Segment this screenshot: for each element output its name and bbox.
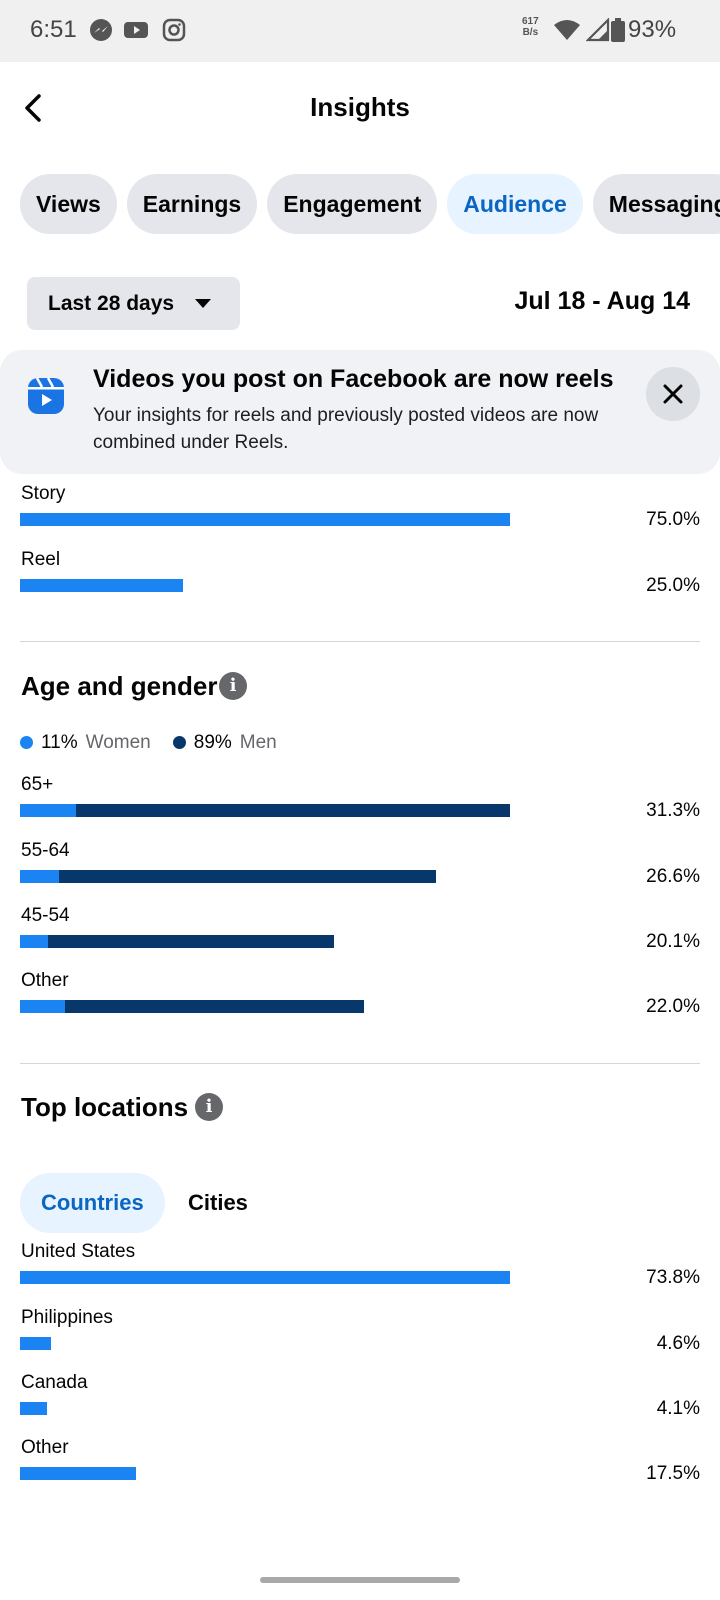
bar-fill — [20, 1337, 51, 1350]
tab-views[interactable]: Views — [20, 174, 117, 234]
reels-banner: Videos you post on Facebook are now reel… — [0, 350, 720, 474]
women-pct: 11% — [41, 732, 78, 753]
men-dot-icon — [172, 736, 186, 750]
wifi-icon — [554, 20, 580, 40]
bar-value: 17.5% — [646, 1463, 700, 1484]
bar-label: Story — [21, 483, 66, 504]
youtube-icon — [124, 22, 148, 38]
tab-countries[interactable]: Countries — [20, 1173, 165, 1233]
home-indicator[interactable] — [260, 1577, 460, 1583]
back-button[interactable] — [16, 84, 52, 132]
men-bar — [59, 870, 436, 883]
location-row-philippines: Philippines 4.6% — [20, 1307, 700, 1367]
women-bar — [20, 1000, 65, 1013]
messenger-icon — [90, 19, 112, 41]
bar-fill — [20, 579, 183, 592]
instagram-icon — [162, 18, 186, 42]
bar-label: 65+ — [21, 774, 54, 795]
caret-down-icon — [195, 299, 211, 308]
tab-engagement[interactable]: Engagement — [267, 174, 438, 234]
women-bar — [20, 870, 59, 883]
tab-messaging[interactable]: Messaging — [592, 174, 720, 234]
women-bar — [20, 935, 48, 948]
age-row-65-plus: 65+ 31.3% — [20, 774, 700, 834]
bar-fill — [20, 1402, 47, 1415]
women-label: Women — [85, 732, 151, 753]
women-dot-icon — [20, 736, 33, 750]
status-bar: 6:51 617 B/s 93% — [0, 0, 720, 62]
bar-value: 4.1% — [656, 1398, 700, 1419]
tab-earnings[interactable]: Earnings — [126, 174, 258, 234]
date-range-text: Jul 18 - Aug 14 — [514, 287, 690, 315]
network-speed: 617 B/s — [522, 16, 539, 38]
bar-label: United States — [21, 1241, 136, 1262]
bar-value: 25.0% — [646, 575, 700, 596]
status-time: 6:51 — [30, 16, 77, 43]
bar-value: 31.3% — [646, 800, 700, 821]
bar-label: Other — [21, 1437, 69, 1458]
tab-audience[interactable]: Audience — [447, 174, 583, 234]
top-locations-title: Top locations — [21, 1092, 189, 1122]
bar-label: Other — [21, 970, 69, 991]
bar-row-reel: Reel 25.0% — [20, 549, 700, 609]
bar-label: Philippines — [21, 1307, 113, 1328]
chevron-left-icon — [25, 94, 41, 122]
bar-value: 22.0% — [646, 996, 700, 1017]
location-row-other: Other 17.5% — [20, 1437, 700, 1497]
bar-value: 20.1% — [646, 931, 700, 952]
info-icon[interactable]: i — [219, 672, 247, 700]
banner-title: Videos you post on Facebook are now reel… — [93, 365, 614, 393]
bar-fill — [20, 513, 510, 526]
battery-icon — [611, 18, 625, 42]
divider — [20, 641, 700, 642]
men-label: Men — [239, 732, 277, 753]
header: Insights — [0, 62, 720, 154]
bar-fill — [20, 1467, 136, 1480]
gender-legend: 11% Women 89% Men — [20, 732, 299, 754]
bar-label: 55-64 — [21, 840, 70, 861]
men-pct: 89% — [193, 732, 232, 753]
bar-value: 26.6% — [646, 866, 700, 887]
location-row-united-states: United States 73.8% — [20, 1241, 700, 1301]
page-title: Insights — [310, 92, 410, 122]
divider — [20, 1063, 700, 1064]
reels-icon — [28, 377, 64, 414]
banner-text: Your insights for reels and previously p… — [93, 405, 599, 453]
age-row-45-54: 45-54 20.1% — [20, 905, 700, 965]
tab-cities[interactable]: Cities — [188, 1190, 248, 1215]
bar-label: Reel — [21, 549, 61, 570]
bar-fill — [20, 1271, 510, 1284]
men-bar — [76, 804, 510, 817]
info-icon[interactable]: i — [195, 1093, 223, 1121]
age-gender-title: Age and gender — [21, 671, 218, 701]
men-bar — [65, 1000, 364, 1013]
bar-label: 45-54 — [21, 905, 70, 926]
women-bar — [20, 804, 76, 817]
bar-value: 75.0% — [646, 509, 700, 530]
close-banner-button[interactable] — [646, 367, 700, 421]
location-row-canada: Canada 4.1% — [20, 1372, 700, 1432]
bar-value: 4.6% — [656, 1333, 700, 1354]
bar-row-story: Story 75.0% — [20, 483, 700, 543]
men-bar — [48, 935, 334, 948]
bar-value: 73.8% — [646, 1267, 700, 1288]
bar-label: Canada — [21, 1372, 88, 1393]
age-row-55-64: 55-64 26.6% — [20, 840, 700, 900]
cellular-signal-icon — [586, 18, 610, 42]
battery-percent: 93% — [628, 16, 677, 43]
close-icon — [663, 384, 683, 404]
age-row-other: Other 22.0% — [20, 970, 700, 1030]
date-range-dropdown[interactable]: Last 28 days — [27, 277, 240, 330]
insights-tabs: Views Earnings Engagement Audience Messaging — [20, 174, 720, 234]
date-range-label: Last 28 days — [48, 292, 175, 315]
